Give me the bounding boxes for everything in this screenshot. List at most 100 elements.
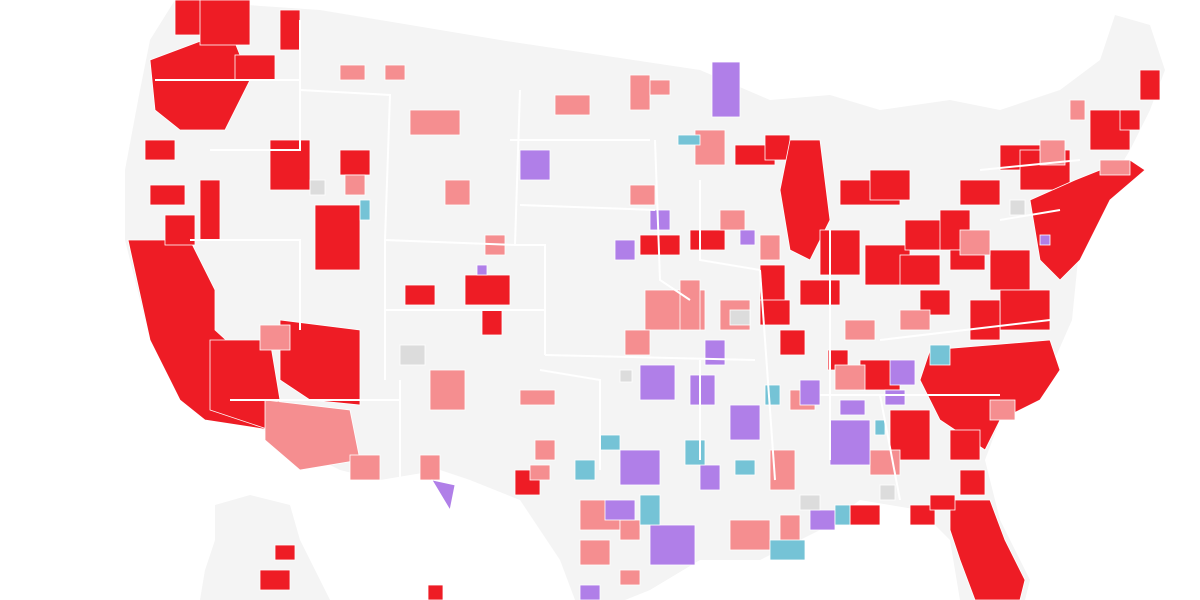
region-teal bbox=[677, 134, 701, 146]
region-pink bbox=[719, 209, 746, 231]
region-red bbox=[269, 139, 311, 191]
state-border-line bbox=[210, 20, 301, 151]
region-gray bbox=[619, 369, 633, 383]
region-gray bbox=[1009, 199, 1026, 216]
state-border-line bbox=[654, 139, 691, 301]
region-gray bbox=[309, 179, 326, 196]
region-red bbox=[799, 279, 841, 306]
region-pink bbox=[529, 464, 551, 481]
state-border-line bbox=[519, 204, 656, 211]
region-pink bbox=[409, 109, 461, 136]
region-purple bbox=[839, 399, 866, 416]
state-border-line bbox=[879, 319, 1051, 341]
region-pink bbox=[554, 94, 591, 116]
region-pink bbox=[844, 319, 876, 341]
region-teal bbox=[734, 459, 756, 476]
region-red bbox=[314, 204, 361, 271]
region-red bbox=[819, 229, 861, 276]
region-pink bbox=[649, 79, 671, 96]
region-purple bbox=[1039, 234, 1051, 246]
region-pink bbox=[419, 454, 441, 481]
region-pink bbox=[349, 454, 381, 481]
region-red bbox=[339, 149, 371, 176]
state-border-line bbox=[699, 180, 761, 271]
region-red bbox=[909, 504, 936, 526]
state-border-line bbox=[879, 394, 901, 501]
region-pink bbox=[629, 74, 651, 111]
region-pink bbox=[729, 519, 771, 551]
region-red bbox=[689, 229, 726, 251]
region-purple bbox=[711, 61, 741, 118]
region-purple bbox=[614, 239, 636, 261]
region-pink bbox=[444, 179, 471, 206]
region-pink bbox=[259, 324, 291, 351]
region-pink bbox=[624, 329, 651, 356]
region-red bbox=[199, 0, 251, 46]
region-pink bbox=[959, 229, 991, 256]
region-purple bbox=[579, 584, 601, 600]
region-pink bbox=[344, 174, 366, 196]
region-purple bbox=[699, 464, 721, 491]
region-gray bbox=[399, 344, 426, 366]
region-red bbox=[259, 569, 291, 591]
region-purple bbox=[649, 209, 671, 231]
region-red bbox=[149, 184, 186, 206]
region-red bbox=[779, 329, 806, 356]
region-pink bbox=[629, 184, 656, 206]
region-purple bbox=[739, 229, 756, 246]
region-purple bbox=[649, 524, 696, 566]
region-red bbox=[274, 544, 296, 561]
region-red bbox=[949, 499, 1026, 600]
region-gray bbox=[729, 309, 751, 326]
region-teal bbox=[769, 539, 806, 561]
region-pink bbox=[1099, 159, 1131, 176]
region-pink bbox=[619, 569, 641, 586]
region-pink bbox=[579, 539, 611, 566]
region-pink bbox=[534, 439, 556, 461]
region-red bbox=[779, 139, 831, 261]
region-red bbox=[949, 429, 981, 461]
state-border-line bbox=[999, 209, 1061, 221]
region-red bbox=[199, 179, 221, 241]
region-teal bbox=[574, 459, 596, 481]
region-teal bbox=[929, 344, 951, 366]
state-border-line bbox=[544, 354, 756, 361]
region-red bbox=[279, 9, 301, 51]
region-red bbox=[849, 504, 881, 526]
region-purple bbox=[889, 359, 916, 386]
region-red bbox=[929, 494, 956, 511]
state-border-line bbox=[759, 269, 776, 481]
region-red bbox=[869, 169, 911, 201]
region-red bbox=[959, 179, 1001, 206]
region-teal bbox=[639, 494, 661, 526]
region-pink bbox=[264, 399, 361, 471]
region-pink bbox=[899, 309, 931, 331]
region-red bbox=[969, 299, 1001, 341]
region-purple bbox=[799, 379, 821, 406]
region-red bbox=[1029, 159, 1146, 281]
region-pink bbox=[384, 64, 406, 81]
region-purple bbox=[809, 509, 836, 531]
region-red bbox=[234, 54, 276, 81]
region-purple bbox=[431, 479, 456, 512]
region-teal bbox=[874, 419, 886, 436]
region-red bbox=[899, 254, 941, 286]
region-purple bbox=[829, 419, 871, 466]
region-red bbox=[989, 249, 1031, 291]
region-pink bbox=[619, 519, 641, 541]
region-red bbox=[481, 309, 503, 336]
state-border-line bbox=[539, 369, 601, 470]
region-purple bbox=[689, 374, 716, 406]
region-purple bbox=[476, 264, 488, 276]
region-pink bbox=[429, 369, 466, 411]
state-border-line bbox=[299, 89, 516, 246]
region-red bbox=[959, 469, 986, 496]
region-red bbox=[1139, 69, 1161, 101]
region-teal bbox=[359, 199, 371, 221]
region-red bbox=[759, 264, 786, 306]
region-purple bbox=[619, 449, 661, 486]
region-red bbox=[764, 134, 791, 161]
region-purple bbox=[704, 339, 726, 366]
region-pink bbox=[679, 279, 701, 331]
